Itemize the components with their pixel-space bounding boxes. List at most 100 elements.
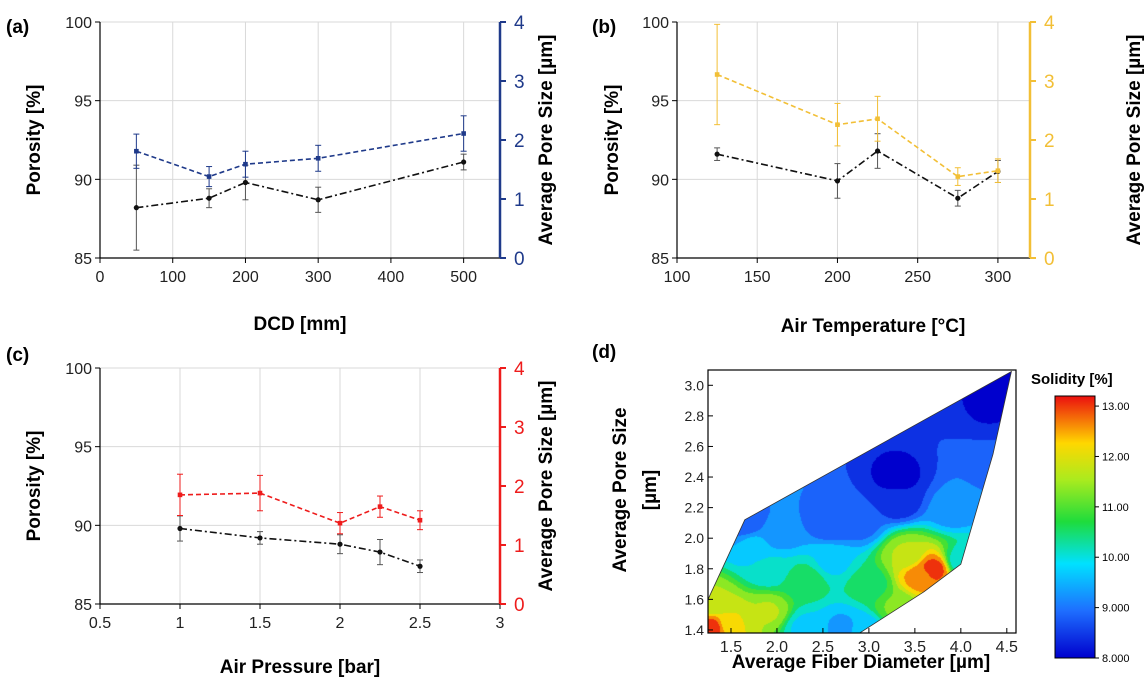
y-tick-label: 100 xyxy=(65,361,92,378)
porosity-data-point xyxy=(461,159,467,165)
pore-size-data-point xyxy=(177,492,183,498)
y2-tick-label: 2 xyxy=(1044,131,1055,152)
panel-c-label: (c) xyxy=(6,345,29,366)
pore-size-data-point xyxy=(315,155,321,161)
panel-b-label: (b) xyxy=(592,17,616,38)
y-tick-label: 95 xyxy=(74,440,92,457)
y-tick-label: 85 xyxy=(74,597,92,614)
colorbar-title: Solidity [%] xyxy=(1031,371,1113,388)
y2-tick-label: 4 xyxy=(514,13,525,34)
porosity-data-point xyxy=(955,195,961,201)
pore-size-data-point xyxy=(955,174,961,179)
y-tick-label: 2.6 xyxy=(685,438,705,454)
pore-size-axis-label: Average Pore Size [µm] xyxy=(1124,35,1145,246)
colorbar-tick-label: 11.00 xyxy=(1102,502,1129,514)
x-tick-label: 2.5 xyxy=(409,615,431,632)
x-tick-label: 250 xyxy=(904,269,931,286)
porosity-data-point xyxy=(257,535,263,541)
x-tick-label: 100 xyxy=(664,269,691,286)
x-tick-label: 200 xyxy=(824,269,851,286)
pore-size-data-point xyxy=(257,490,263,496)
y-tick-label: 90 xyxy=(74,172,92,189)
air-pressure-axis-label: Air Pressure [bar] xyxy=(220,657,381,677)
porosity-data-point xyxy=(874,148,881,154)
fiber-diameter-axis-label: Average Fiber Diameter [µm] xyxy=(732,652,990,673)
y-tick-label: 2.4 xyxy=(685,469,705,485)
pore-size-series-line xyxy=(136,132,464,178)
y2-tick-label: 3 xyxy=(514,418,525,439)
panel-a-chart: (a) Porosity [%] Average Pore Size [µm] … xyxy=(6,13,557,335)
y2-tick-label: 4 xyxy=(514,359,525,380)
solidity-contour-field xyxy=(708,371,1012,633)
panel-d-label: (d) xyxy=(592,342,616,363)
pore-size-axis-label: Average Pore Size [µm] xyxy=(536,35,557,246)
pore-size-unit-label: [µm] xyxy=(640,470,661,511)
pore-size-data-point xyxy=(461,131,466,136)
y2-tick-label: 1 xyxy=(1044,190,1055,211)
porosity-data-point xyxy=(315,197,321,203)
porosity-series-line xyxy=(179,527,421,567)
y2-tick-label: 2 xyxy=(514,131,525,152)
x-tick-label: 400 xyxy=(378,269,405,286)
y-tick-label: 2.2 xyxy=(685,500,705,516)
y2-tick-label: 1 xyxy=(514,190,525,211)
pore-size-axis-label: Average Pore Size [µm] xyxy=(536,381,557,592)
x-tick-label: 100 xyxy=(159,269,186,286)
y-tick-label: 90 xyxy=(74,518,92,535)
porosity-data-point xyxy=(133,205,139,211)
panel-b-chart: (b) Porosity [%] Average Pore Size [µm] … xyxy=(592,13,1145,337)
pore-size-series-line xyxy=(716,73,999,178)
porosity-axis-label: Porosity [%] xyxy=(24,431,45,542)
y2-tick-label: 3 xyxy=(1044,72,1055,93)
x-tick-label: 2 xyxy=(336,615,345,632)
x-tick-label: 3 xyxy=(496,615,505,632)
porosity-data-point xyxy=(714,151,720,157)
dcd-axis-label: DCD [mm] xyxy=(254,314,347,335)
pore-size-data-point xyxy=(835,122,840,127)
y-tick-label: 1.8 xyxy=(685,561,705,577)
porosity-axis-label: Porosity [%] xyxy=(24,85,45,196)
x-tick-label: 1.5 xyxy=(720,639,742,656)
x-tick-label: 1 xyxy=(176,615,185,632)
porosity-data-point xyxy=(242,179,249,186)
porosity-series-line xyxy=(136,161,464,209)
x-tick-label: 300 xyxy=(985,269,1012,286)
colorbar-tick-label: 9.000 xyxy=(1102,603,1130,615)
porosity-data-point xyxy=(834,178,841,184)
x-tick-label: 500 xyxy=(450,269,477,286)
y-tick-label: 100 xyxy=(65,15,92,32)
colorbar-tick-label: 12.00 xyxy=(1102,451,1130,463)
y-tick-label: 85 xyxy=(74,251,92,268)
x-tick-label: 150 xyxy=(744,269,771,286)
y2-tick-label: 0 xyxy=(514,595,525,616)
pore-size-data-point xyxy=(206,174,212,179)
porosity-data-point xyxy=(206,195,212,201)
x-tick-label: 2.0 xyxy=(766,639,788,656)
pore-size-axis-label: Average Pore Size xyxy=(610,407,631,572)
y2-tick-label: 0 xyxy=(514,249,525,270)
y-tick-label: 100 xyxy=(642,15,669,32)
y2-tick-label: 1 xyxy=(514,536,525,557)
pore-size-data-point xyxy=(714,72,720,77)
y-tick-label: 90 xyxy=(651,172,669,189)
x-tick-label: 4.5 xyxy=(996,639,1018,656)
solidity-contour-outline xyxy=(707,370,1012,634)
colorbar xyxy=(1054,395,1096,659)
panel-a-label: (a) xyxy=(6,17,29,38)
panel-c-chart: (c) Porosity [%] Average Pore Size [µm] … xyxy=(6,345,557,677)
y-tick-label: 2.8 xyxy=(685,408,705,424)
pore-size-data-point xyxy=(995,168,1001,173)
porosity-data-point xyxy=(177,525,183,532)
pore-size-data-point xyxy=(377,504,383,509)
colorbar-tick-label: 8.000 xyxy=(1102,653,1130,665)
y-tick-label: 85 xyxy=(651,251,669,268)
y-tick-label: 3.0 xyxy=(685,377,705,393)
y-tick-label: 95 xyxy=(74,94,92,111)
x-tick-label: 2.5 xyxy=(812,639,834,656)
y2-tick-label: 2 xyxy=(514,477,525,498)
pore-size-data-point xyxy=(875,116,880,122)
x-tick-label: 4.0 xyxy=(950,639,972,656)
x-tick-label: 3.5 xyxy=(904,639,926,656)
y-tick-label: 1.4 xyxy=(685,622,705,638)
